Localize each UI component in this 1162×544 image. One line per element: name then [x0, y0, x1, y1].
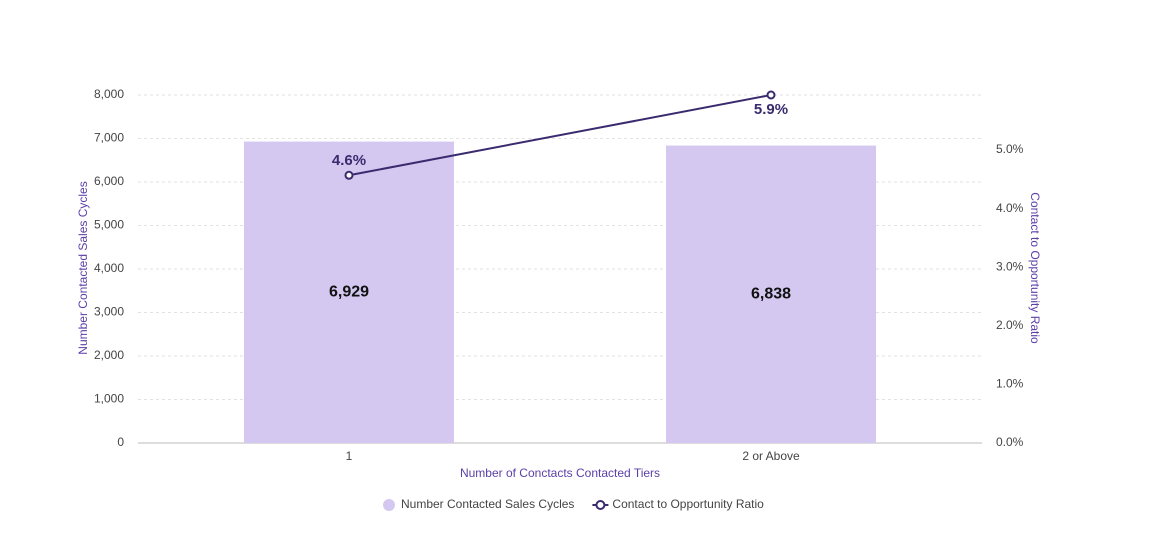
y2-tick-label: 1.0%	[996, 377, 1024, 391]
x-axis-title: Number of Conctacts Contacted Tiers	[460, 466, 660, 480]
bar-value-label: 6,838	[751, 285, 791, 302]
y-tick-label: 7,000	[94, 131, 124, 145]
y-tick-label: 8,000	[94, 87, 124, 101]
y-tick-label: 0	[117, 435, 124, 449]
x-tick-label: 1	[346, 449, 353, 463]
y2-tick-label: 3.0%	[996, 259, 1024, 273]
y2-tick-label: 0.0%	[996, 435, 1024, 449]
y-tick-label: 2,000	[94, 348, 124, 362]
line-value-label: 5.9%	[754, 101, 788, 118]
legend-swatch	[383, 499, 395, 511]
y-tick-label: 5,000	[94, 218, 124, 232]
y2-tick-label: 5.0%	[996, 142, 1024, 156]
line	[348, 94, 772, 177]
y2-axis-title: Contact to Opportunity Ratio	[1028, 192, 1042, 344]
bar	[244, 141, 454, 443]
y2-tick-label: 4.0%	[996, 201, 1024, 215]
legend-label: Contact to Opportunity Ratio	[612, 497, 764, 511]
y-tick-label: 1,000	[94, 392, 124, 406]
line-point	[766, 90, 776, 100]
legend-label: Number Contacted Sales Cycles	[401, 497, 574, 511]
x-tick-label: 2 or Above	[742, 449, 800, 463]
y-tick-label: 4,000	[94, 261, 124, 275]
bar	[666, 145, 876, 443]
y-axis-title: Number Contacted Sales Cycles	[76, 181, 90, 354]
y-tick-label: 3,000	[94, 305, 124, 319]
legend-swatch	[595, 500, 606, 510]
y2-tick-label: 2.0%	[996, 318, 1024, 332]
line-point	[344, 170, 354, 180]
bar-value-label: 6,929	[329, 284, 369, 301]
y-tick-label: 6,000	[94, 174, 124, 188]
line-value-label: 4.6%	[332, 152, 366, 169]
